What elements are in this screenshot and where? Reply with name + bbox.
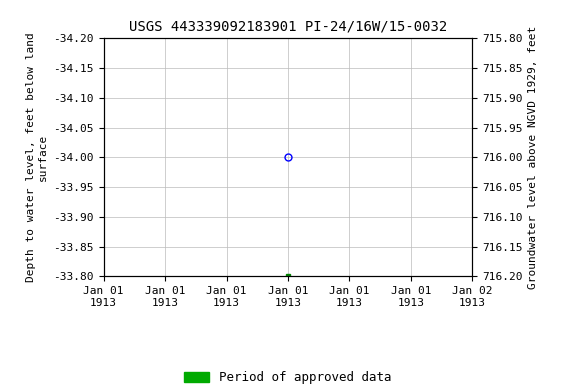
Title: USGS 443339092183901 PI-24/16W/15-0032: USGS 443339092183901 PI-24/16W/15-0032 <box>129 19 447 33</box>
Legend: Period of approved data: Period of approved data <box>179 366 397 384</box>
Y-axis label: Groundwater level above NGVD 1929, feet: Groundwater level above NGVD 1929, feet <box>528 26 538 289</box>
Y-axis label: Depth to water level, feet below land
surface: Depth to water level, feet below land su… <box>26 33 48 282</box>
